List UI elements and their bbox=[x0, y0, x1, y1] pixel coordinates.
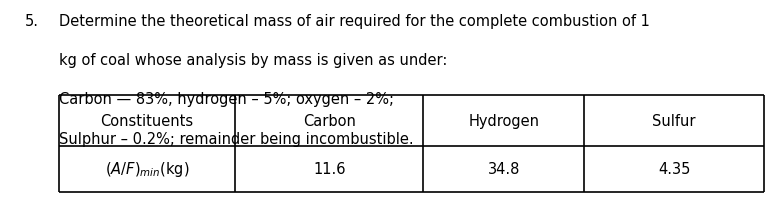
Text: 34.8: 34.8 bbox=[488, 162, 520, 176]
Text: Sulfur: Sulfur bbox=[652, 114, 696, 128]
Text: Carbon: Carbon bbox=[303, 114, 356, 128]
Text: Hydrogen: Hydrogen bbox=[468, 114, 539, 128]
Text: 5.: 5. bbox=[25, 14, 39, 29]
Text: Constituents: Constituents bbox=[100, 114, 194, 128]
Text: Sulphur – 0.2%; remainder being incombustible.: Sulphur – 0.2%; remainder being incombus… bbox=[59, 131, 413, 146]
Text: Determine the theoretical mass of air required for the complete combustion of 1: Determine the theoretical mass of air re… bbox=[59, 14, 650, 29]
Text: Carbon — 83%, hydrogen – 5%; oxygen – 2%;: Carbon — 83%, hydrogen – 5%; oxygen – 2%… bbox=[59, 92, 394, 107]
Text: $(A/F)_{min}$(kg): $(A/F)_{min}$(kg) bbox=[105, 160, 189, 178]
Text: kg of coal whose analysis by mass is given as under:: kg of coal whose analysis by mass is giv… bbox=[59, 53, 447, 68]
Text: 11.6: 11.6 bbox=[313, 162, 346, 176]
Text: 4.35: 4.35 bbox=[658, 162, 691, 176]
